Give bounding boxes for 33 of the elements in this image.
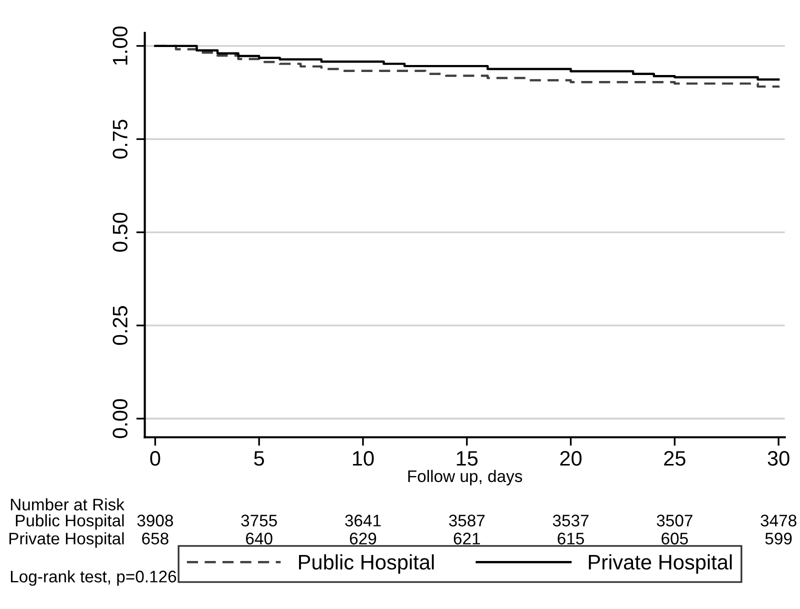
text: Private Hospital <box>9 532 124 548</box>
y-tick-label: 0.25 <box>112 306 128 345</box>
text: Number at Risk <box>10 498 124 510</box>
text: 629 <box>350 532 376 544</box>
x-tick-label: 15 <box>456 451 478 466</box>
legend-label: Public Hospital <box>299 554 434 574</box>
x-tick-label: 0 <box>150 451 160 466</box>
text: 621 <box>454 532 480 544</box>
text: 3537 <box>552 514 588 526</box>
text: Log-rank test, p=0.126 <box>10 570 176 586</box>
x-tick-label: 25 <box>664 451 686 466</box>
y-tick-label: 1.00 <box>112 26 128 65</box>
text: 599 <box>765 532 792 544</box>
x-tick-label: 20 <box>560 451 582 466</box>
text: 615 <box>558 532 584 544</box>
text: 658 <box>142 532 168 544</box>
text: 3507 <box>656 514 692 526</box>
text: 605 <box>662 532 688 544</box>
x-tick-label: 30 <box>768 451 790 466</box>
text: 3478 <box>760 514 796 526</box>
legend-label: Private Hospital <box>588 554 732 574</box>
x-axis-title: Follow up, days <box>408 470 522 486</box>
text: 3908 <box>137 514 174 526</box>
y-tick-label: 0.75 <box>112 120 128 159</box>
x-tick-label: 10 <box>352 451 374 466</box>
text: 640 <box>246 532 272 544</box>
text: 3641 <box>345 514 381 526</box>
text: Public Hospital <box>16 514 124 530</box>
y-tick-label: 0.50 <box>112 212 128 252</box>
x-tick-label: 5 <box>254 451 264 466</box>
y-tick-label: 0.00 <box>112 399 128 438</box>
text: 3755 <box>241 514 277 526</box>
text: 3587 <box>448 514 485 526</box>
